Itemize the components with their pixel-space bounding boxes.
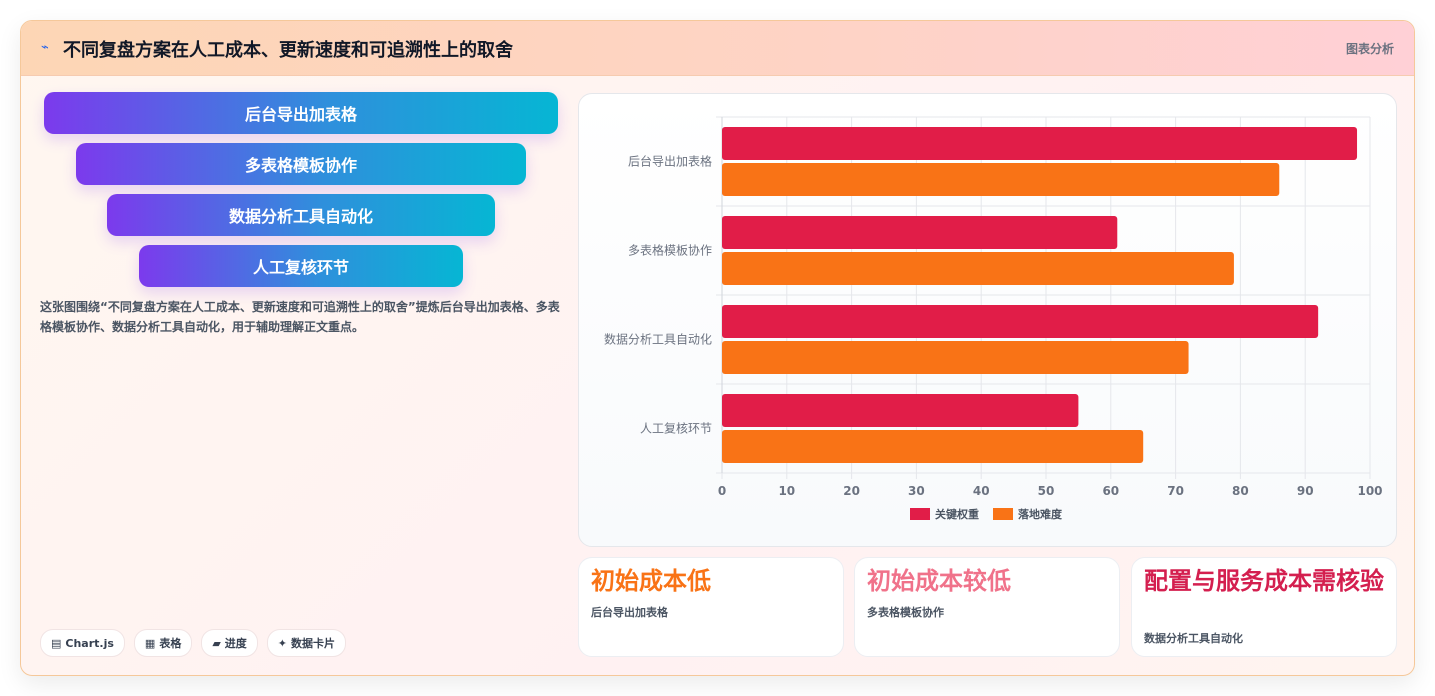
chart-line-icon: ⌁ (41, 40, 49, 55)
x-tick-label: 0 (718, 484, 726, 498)
funnel-item: 后台导出加表格 (44, 92, 558, 134)
bar-difficulty (722, 163, 1280, 196)
header: ⌁ 不同复盘方案在人工成本、更新速度和可追溯性上的取舍 图表分析 (21, 21, 1414, 76)
stat-label: 多表格模板协作 (867, 606, 944, 619)
x-tick-label: 40 (973, 484, 990, 498)
bar-difficulty (722, 252, 1234, 285)
x-tick-label: 10 (778, 484, 795, 498)
chart-panel: 0 10 20 30 40 50 60 70 80 90 100 后台导出加表格 多表格模板协作数据分析… (578, 93, 1397, 547)
stat-label: 数据分析工具自动化 (1144, 632, 1243, 645)
funnel-item: 人工复核环节 (139, 245, 463, 287)
chart-icon: ▤ (51, 636, 62, 650)
stat-value: 初始成本低 (591, 567, 711, 595)
stat-card: 初始成本低 后台导出加表格 (578, 557, 844, 657)
main-card: ⌁ 不同复盘方案在人工成本、更新速度和可追溯性上的取舍 图表分析 后台导出加表格… (20, 20, 1415, 676)
bar-difficulty (722, 430, 1144, 463)
x-tick-label: 90 (1297, 484, 1314, 498)
y-tick-label: 数据分析工具自动化 (604, 332, 712, 347)
chip-label: Chart.js (65, 636, 114, 650)
progress-icon: ▰ (212, 636, 221, 650)
legend-swatch (910, 508, 930, 520)
bar-key-weight (722, 127, 1358, 160)
bar-key-weight (722, 394, 1079, 427)
chip-label: 数据卡片 (291, 637, 336, 650)
x-tick-label: 50 (1038, 484, 1055, 498)
table-icon: ▦ (144, 636, 156, 650)
legend-label: 落地难度 (1018, 507, 1063, 521)
stat-card: 配置与服务成本需核验 数据分析工具自动化 (1131, 557, 1397, 657)
y-tick-label: 后台导出加表格 (628, 154, 712, 169)
header-tag: 图表分析 (1345, 42, 1394, 56)
funnel-item: 数据分析工具自动化 (107, 194, 495, 236)
x-tick-label: 70 (1167, 484, 1184, 498)
chip-chartjs[interactable]: ▤ Chart.js (40, 629, 125, 657)
stat-label: 后台导出加表格 (591, 606, 668, 619)
sparkle-icon: ✦ (277, 636, 288, 650)
bar-key-weight (722, 216, 1118, 249)
legend-swatch (993, 508, 1013, 520)
page-title: 不同复盘方案在人工成本、更新速度和可追溯性上的取舍 (63, 40, 513, 61)
bar-chart: 0 10 20 30 40 50 60 70 80 90 100 后台导出加表格多表格模板协作数据分析… (604, 116, 1383, 521)
x-tick-label: 30 (908, 484, 925, 498)
stat-value: 初始成本较低 (867, 567, 1011, 595)
x-tick-label: 100 (1357, 484, 1382, 498)
bar-key-weight (722, 305, 1319, 338)
x-tick-label: 20 (843, 484, 860, 498)
chip-table[interactable]: ▦ 表格 (133, 629, 193, 657)
x-tick-label: 60 (1102, 484, 1119, 498)
y-tick-label: 多表格模板协作 (628, 243, 712, 258)
legend-label: 关键权重 (935, 507, 979, 521)
chip-data-card[interactable]: ✦ 数据卡片 (266, 629, 347, 657)
y-tick-label: 人工复核环节 (640, 422, 712, 436)
funnel-item: 多表格模板协作 (76, 143, 526, 185)
tag-chips: ▤ Chart.js ▦ 表格 ▰ 进度 ✦ 数据卡片 (40, 629, 347, 657)
chip-label: 表格 (159, 637, 182, 650)
stat-card: 初始成本较低 多表格模板协作 (854, 557, 1120, 657)
chart-description: 这张图围绕“不同复盘方案在人工成本、更新速度和可追溯性上的取舍”提炼后台导出加表… (40, 300, 560, 334)
stat-value: 配置与服务成本需核验 (1144, 567, 1384, 595)
x-tick-label: 80 (1232, 484, 1249, 498)
chip-progress[interactable]: ▰ 进度 (201, 629, 258, 657)
bar-difficulty (722, 341, 1189, 374)
chip-label: 进度 (224, 637, 247, 650)
